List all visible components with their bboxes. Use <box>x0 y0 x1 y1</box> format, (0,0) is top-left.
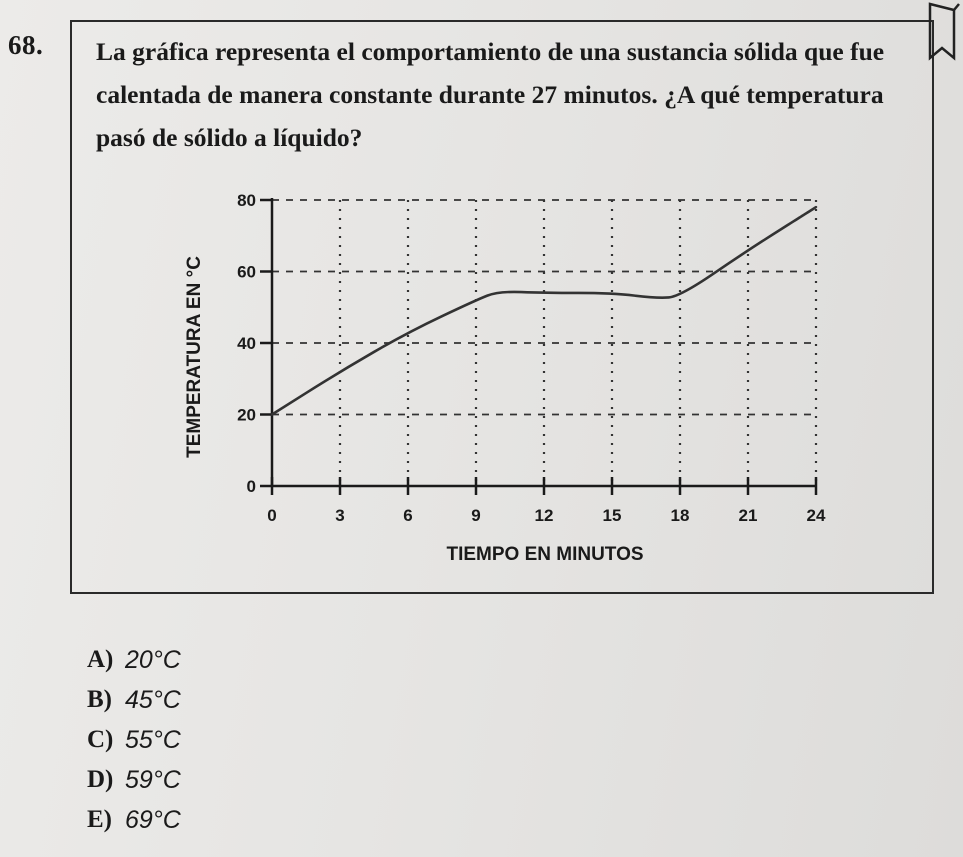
answer-options: A) 20°C B) 45°C C) 55°C D) 59°C E) 69°C <box>87 640 181 840</box>
chart-ticks: 0 20 40 60 80 0 3 6 9 12 15 18 21 24 <box>237 191 826 525</box>
question-box <box>70 20 934 594</box>
option-letter: A) <box>87 646 114 673</box>
question-text: La gráfica representa el comportamiento … <box>96 30 941 159</box>
y-axis-label: TEMPERATURA EN °C <box>184 256 205 458</box>
option-letter: C) <box>87 726 114 753</box>
question-line-1: La gráfica representa el comportamiento … <box>96 37 885 66</box>
y-tick-label: 20 <box>237 406 256 425</box>
option-value: 45°C <box>125 685 181 714</box>
option-d[interactable]: D) 59°C <box>87 760 181 800</box>
x-axis-label: TIEMPO EN MINUTOS <box>446 544 643 565</box>
x-tick-label: 6 <box>403 506 412 525</box>
question-line-3: pasó de sólido a líquido? <box>96 123 363 152</box>
option-letter: B) <box>87 686 112 713</box>
option-letter: D) <box>87 766 114 793</box>
option-c[interactable]: C) 55°C <box>87 720 181 760</box>
option-value: 20°C <box>125 645 181 674</box>
bookmark-icon <box>928 2 960 61</box>
chart-series <box>270 205 818 416</box>
x-tick-label: 21 <box>739 506 758 525</box>
question-number: 68. <box>8 30 44 60</box>
y-tick-label: 80 <box>237 191 256 210</box>
option-e[interactable]: E) 69°C <box>87 800 181 840</box>
x-tick-label: 12 <box>535 506 554 525</box>
option-b[interactable]: B) 45°C <box>87 680 181 720</box>
option-letter: E) <box>87 806 112 833</box>
question-line-2: calentada de manera constante durante 27… <box>96 80 884 109</box>
y-tick-label: 0 <box>247 477 256 496</box>
y-tick-label: 60 <box>237 263 256 282</box>
option-a[interactable]: A) 20°C <box>87 640 181 680</box>
x-tick-label: 9 <box>471 506 480 525</box>
option-value: 69°C <box>125 805 181 834</box>
chart-axes <box>270 198 816 488</box>
chart-grid <box>272 199 818 486</box>
x-tick-label: 24 <box>807 506 826 525</box>
x-tick-label: 15 <box>603 506 622 525</box>
x-tick-label: 3 <box>335 506 344 525</box>
y-tick-label: 40 <box>237 334 256 353</box>
temperature-line <box>270 205 818 416</box>
x-tick-label: 0 <box>267 506 276 525</box>
x-tick-label: 18 <box>671 506 690 525</box>
option-value: 55°C <box>125 725 181 754</box>
option-value: 59°C <box>125 765 181 794</box>
